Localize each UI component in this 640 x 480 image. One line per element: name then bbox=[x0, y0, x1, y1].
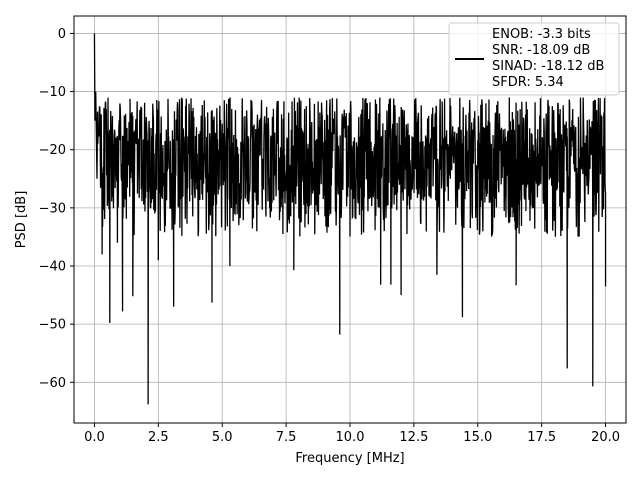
legend-entry-enob: ENOB: -3.3 bits bbox=[492, 27, 591, 42]
x-tick-label: 12.5 bbox=[399, 430, 428, 445]
x-tick-label: 5.0 bbox=[212, 430, 233, 445]
psd-series-line bbox=[93, 33, 607, 405]
y-tick-label: −60 bbox=[39, 376, 66, 391]
y-tick-label: −10 bbox=[39, 85, 66, 100]
y-axis-ticks: 0 −10 −20 −30 −40 −50 −60 bbox=[39, 27, 74, 391]
x-tick-label: 17.5 bbox=[527, 430, 556, 445]
x-tick-label: 20.0 bbox=[591, 430, 620, 445]
x-tick-label: 10.0 bbox=[336, 430, 365, 445]
y-axis-label: PSD [dB] bbox=[14, 191, 29, 249]
x-tick-label: 2.5 bbox=[148, 430, 169, 445]
legend-box bbox=[448, 22, 620, 96]
legend: ENOB: -3.3 bits SNR: -18.09 dB SINAD: -1… bbox=[448, 22, 620, 96]
y-tick-label: −50 bbox=[39, 318, 66, 333]
x-axis-label: Frequency [MHz] bbox=[295, 451, 404, 466]
series-layer bbox=[93, 33, 607, 405]
legend-entry-snr: SNR: -18.09 dB bbox=[492, 43, 590, 58]
legend-entry-sinad: SINAD: -18.12 dB bbox=[492, 59, 604, 74]
legend-entry-sfdr: SFDR: 5.34 bbox=[492, 75, 564, 90]
x-tick-label: 0.0 bbox=[84, 430, 105, 445]
x-tick-label: 15.0 bbox=[463, 430, 492, 445]
x-axis-ticks: 0.0 2.5 5.0 7.5 10.0 12.5 15.0 17.5 20.0 bbox=[84, 423, 620, 445]
x-tick-label: 7.5 bbox=[276, 430, 297, 445]
y-tick-label: −20 bbox=[39, 143, 66, 158]
y-tick-label: −40 bbox=[39, 260, 66, 275]
y-tick-label: 0 bbox=[58, 27, 66, 42]
y-tick-label: −30 bbox=[39, 201, 66, 216]
